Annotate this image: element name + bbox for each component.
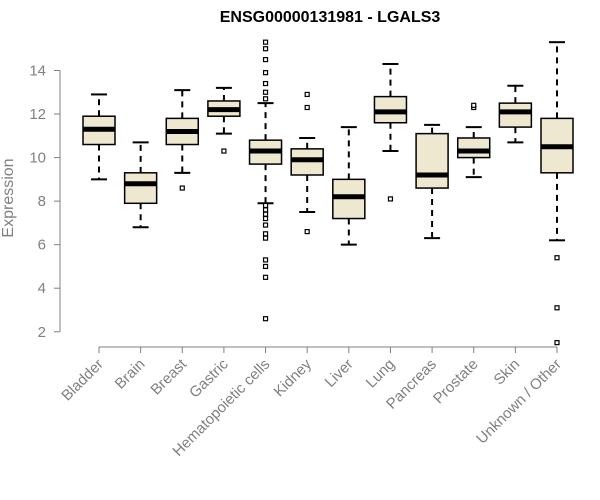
- outlier-point: [554, 255, 560, 261]
- outlier-point: [304, 229, 310, 235]
- box-brain: [123, 141, 158, 229]
- x-tick-label: Bladder: [58, 356, 107, 405]
- outlier-point: [262, 211, 269, 217]
- box-lung: [373, 62, 408, 202]
- box-skin: [498, 84, 533, 144]
- outlier-point: [554, 340, 560, 346]
- box-kidney: [290, 91, 324, 235]
- box-iqr: [498, 102, 533, 128]
- y-tick-label: 6: [38, 237, 46, 254]
- y-tick-label: 8: [38, 193, 46, 210]
- y-tick-label: 14: [29, 62, 46, 79]
- box-hematopoietic-cells: [248, 39, 283, 322]
- outlier-point: [262, 207, 269, 213]
- outlier-point: [387, 196, 394, 202]
- box-breast: [165, 89, 200, 191]
- x-tick-label: Liver: [322, 356, 357, 391]
- outlier-point: [262, 235, 269, 241]
- x-tick-label: Breast: [147, 355, 190, 398]
- x-tick-label: Kidney: [271, 355, 316, 400]
- x-tick-label: Prostate: [430, 356, 482, 408]
- chart-title: ENSG00000131981 - LGALS3: [220, 9, 441, 26]
- outlier-point: [262, 80, 269, 87]
- outlier-point: [221, 148, 227, 154]
- x-tick-label: Skin: [491, 356, 524, 389]
- outlier-point: [262, 70, 269, 76]
- box-pancreas: [415, 123, 449, 240]
- box-iqr: [415, 132, 449, 189]
- box-liver: [332, 126, 366, 246]
- x-tick-label: Lung: [363, 356, 399, 392]
- box-gastric: [207, 86, 241, 154]
- outlier-point: [262, 257, 269, 263]
- box-series: [82, 39, 574, 346]
- outlier-point: [304, 104, 310, 111]
- outlier-point: [262, 46, 269, 52]
- x-tick-label: Brain: [112, 356, 149, 393]
- outlier-point: [262, 202, 269, 209]
- outlier-point: [262, 263, 269, 270]
- y-axis: 2 4 6 8 10 12 14: [29, 62, 61, 341]
- outlier-point: [262, 231, 269, 237]
- outlier-point: [554, 305, 560, 311]
- outlier-point: [262, 215, 269, 222]
- y-tick-label: 10: [29, 150, 46, 167]
- outlier-point: [262, 96, 269, 102]
- box-prostate: [456, 102, 491, 179]
- outlier-point: [471, 102, 477, 108]
- box-bladder: [82, 93, 116, 181]
- box-iqr: [123, 172, 158, 205]
- outlier-point: [262, 316, 269, 322]
- outlier-point: [304, 91, 310, 98]
- box-iqr: [456, 137, 491, 159]
- y-tick-label: 4: [38, 280, 46, 297]
- box-unknown-other: [540, 41, 574, 346]
- y-axis-label: Expression: [0, 158, 17, 237]
- outlier-point: [262, 274, 269, 280]
- outlier-point: [262, 56, 269, 63]
- outlier-point: [262, 39, 269, 45]
- outlier-point: [179, 185, 185, 191]
- y-tick-label: 12: [29, 106, 46, 123]
- y-tick-label: 2: [38, 324, 46, 341]
- outlier-point: [262, 222, 269, 228]
- outlier-point: [262, 89, 269, 95]
